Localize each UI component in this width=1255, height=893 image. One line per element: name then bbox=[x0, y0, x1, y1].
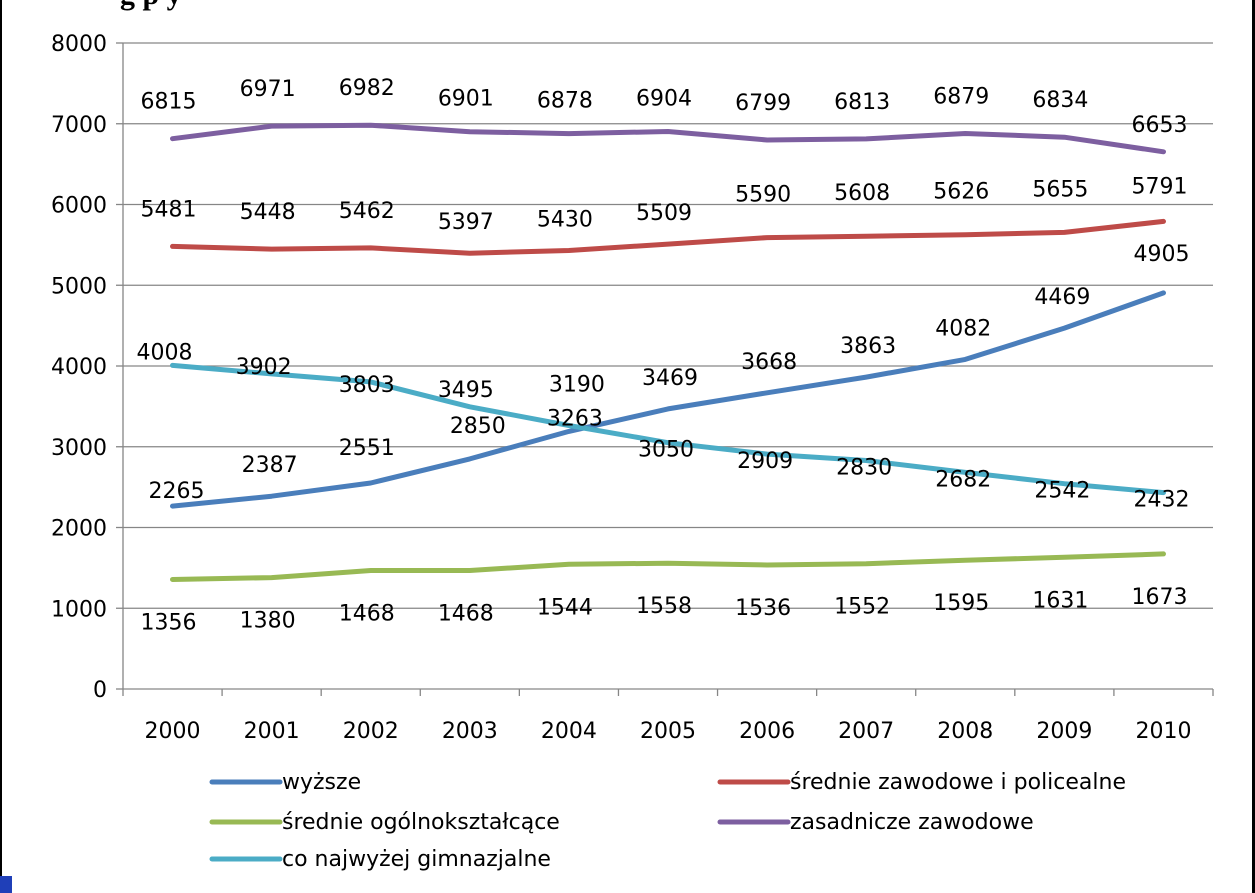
y-tick-label: 5000 bbox=[51, 274, 107, 299]
y-tick-label: 4000 bbox=[51, 355, 107, 380]
x-tick-label: 2008 bbox=[937, 719, 993, 744]
data-label: 2542 bbox=[1034, 479, 1090, 504]
x-tick-label: 2002 bbox=[343, 719, 399, 744]
data-label: 2387 bbox=[242, 453, 298, 478]
series-line bbox=[173, 554, 1164, 580]
data-label: 3902 bbox=[236, 355, 292, 380]
legend-label: wyższe bbox=[282, 770, 361, 795]
data-label: 1673 bbox=[1131, 585, 1187, 610]
data-label: 2551 bbox=[339, 436, 395, 461]
data-label: 6904 bbox=[636, 87, 692, 112]
data-label: 4008 bbox=[137, 340, 193, 365]
x-tick-label: 2006 bbox=[739, 719, 795, 744]
data-label: 6982 bbox=[339, 76, 395, 101]
x-tick-label: 2007 bbox=[838, 719, 894, 744]
legend-label: co najwyżej gimnazjalne bbox=[282, 847, 551, 872]
data-label: 5397 bbox=[438, 210, 494, 235]
data-label: 3668 bbox=[741, 350, 797, 375]
y-tick-label: 8000 bbox=[51, 32, 107, 57]
data-label: 4082 bbox=[935, 316, 991, 341]
series-line bbox=[173, 221, 1164, 253]
y-tick-label: 7000 bbox=[51, 113, 107, 138]
data-label: 5430 bbox=[537, 208, 593, 233]
data-label: 5509 bbox=[636, 201, 692, 226]
legend-label: średnie zawodowe i policealne bbox=[790, 770, 1126, 795]
data-label: 3469 bbox=[642, 366, 698, 391]
data-label: 3803 bbox=[339, 373, 395, 398]
x-tick-label: 2009 bbox=[1036, 719, 1092, 744]
data-label: 2850 bbox=[450, 414, 506, 439]
data-label: 1380 bbox=[240, 609, 296, 634]
y-tick-label: 3000 bbox=[51, 436, 107, 461]
data-label: 3190 bbox=[549, 372, 605, 397]
data-label: 6879 bbox=[933, 85, 989, 110]
data-label: 1631 bbox=[1032, 588, 1088, 613]
data-label: 3263 bbox=[547, 407, 603, 432]
data-label: 4905 bbox=[1133, 242, 1189, 267]
series-line bbox=[173, 293, 1164, 506]
x-tick-label: 2005 bbox=[640, 719, 696, 744]
data-label: 6834 bbox=[1032, 88, 1088, 113]
data-label: 1536 bbox=[735, 596, 791, 621]
data-label: 2432 bbox=[1133, 488, 1189, 513]
y-tick-label: 0 bbox=[93, 678, 107, 703]
data-label: 5626 bbox=[933, 180, 989, 205]
x-tick-label: 2010 bbox=[1135, 719, 1191, 744]
data-label: 3863 bbox=[840, 334, 896, 359]
data-label: 3495 bbox=[438, 378, 494, 403]
data-label: 1544 bbox=[537, 595, 593, 620]
data-label: 6971 bbox=[240, 77, 296, 102]
data-label: 1595 bbox=[933, 591, 989, 616]
y-tick-label: 1000 bbox=[51, 597, 107, 622]
data-label: 2830 bbox=[836, 455, 892, 480]
data-label: 1552 bbox=[834, 595, 890, 620]
x-tick-label: 2001 bbox=[244, 719, 300, 744]
y-tick-label: 2000 bbox=[51, 517, 107, 542]
data-label: 6815 bbox=[141, 90, 197, 115]
data-label: 4469 bbox=[1034, 285, 1090, 310]
y-tick-label: 6000 bbox=[51, 194, 107, 219]
data-label: 2909 bbox=[737, 449, 793, 474]
data-label: 2265 bbox=[149, 479, 205, 504]
x-tick-label: 2004 bbox=[541, 719, 597, 744]
data-label: 5655 bbox=[1032, 177, 1088, 202]
data-label: 5608 bbox=[834, 181, 890, 206]
data-label: 5448 bbox=[240, 200, 296, 225]
data-label: 3050 bbox=[638, 438, 694, 463]
data-label: 6813 bbox=[834, 90, 890, 115]
data-label: 6653 bbox=[1131, 113, 1187, 138]
data-label: 6799 bbox=[735, 91, 791, 116]
data-label: 6878 bbox=[537, 89, 593, 114]
legend-label: zasadnicze zawodowe bbox=[790, 810, 1034, 835]
data-label: 1558 bbox=[636, 594, 692, 619]
data-label: 1468 bbox=[438, 601, 494, 626]
series-line bbox=[173, 125, 1164, 152]
x-tick-label: 2000 bbox=[145, 719, 201, 744]
legend-label: średnie ogólnokształcące bbox=[282, 810, 560, 835]
data-label: 5462 bbox=[339, 199, 395, 224]
data-label: 1468 bbox=[339, 601, 395, 626]
data-label: 2682 bbox=[935, 467, 991, 492]
x-tick-label: 2003 bbox=[442, 719, 498, 744]
data-label: 1356 bbox=[141, 611, 197, 636]
data-label: 6901 bbox=[438, 87, 494, 112]
data-label: 5481 bbox=[141, 197, 197, 222]
data-label: 5791 bbox=[1131, 174, 1187, 199]
data-label: 5590 bbox=[735, 183, 791, 208]
